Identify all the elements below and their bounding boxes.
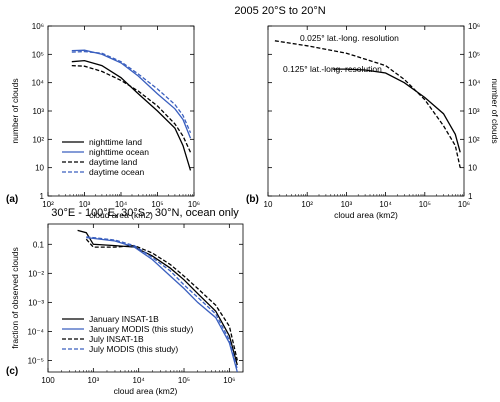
y-tick-label: 10² — [32, 135, 44, 144]
x-tick-label: 10⁶ — [223, 376, 235, 385]
plot-frame — [47, 223, 244, 373]
x-tick-label: 100 — [41, 376, 55, 385]
x-tick-label: 10⁵ — [151, 200, 163, 209]
y-tick-label: 1 — [40, 192, 45, 201]
series-line-daytime-land — [71, 64, 192, 153]
y-axis-label: number of clouds — [10, 78, 20, 143]
figure-title-top: 2005 20°S to 20°N — [234, 5, 325, 17]
x-tick-label: 10² — [301, 200, 313, 209]
x-tick-label: 10⁴ — [133, 376, 146, 385]
series-line-daytime-ocean — [71, 50, 192, 134]
legend-entry: July INSAT-1B — [89, 334, 144, 344]
x-tick-label: 10⁶ — [458, 200, 470, 209]
series-line-january-insat-1b — [77, 229, 238, 366]
series-label: 0.025° lat.-long. resolution — [300, 33, 399, 43]
x-tick-label: 10 — [264, 200, 273, 209]
x-tick-label: 10² — [42, 200, 54, 209]
y-tick-label: 10² — [468, 135, 480, 144]
x-tick-label: 10³ — [341, 200, 353, 209]
y-axis-label: fraction of observed clouds — [10, 247, 20, 349]
panel-label: (a) — [6, 194, 18, 205]
y-tick-label: 10⁻³ — [28, 298, 44, 307]
y-tick-label: 10⁻⁴ — [27, 327, 44, 336]
y-tick-label: 1 — [468, 192, 473, 201]
x-tick-label: 10⁶ — [188, 200, 200, 209]
panel-label: (b) — [246, 194, 259, 205]
x-tick-label: 10⁴ — [115, 200, 128, 209]
series-line-nighttime-land — [71, 59, 192, 171]
y-tick-label: 10⁵ — [32, 50, 44, 59]
x-axis-label: cloud area (km2) — [114, 386, 178, 396]
y-axis-label: number of clouds — [490, 78, 500, 143]
y-tick-label: 10³ — [32, 107, 44, 116]
series-line-0-125-lat-long-resolution — [332, 68, 461, 153]
panel-b: 10 10² 10³ 10⁴ 10⁵ 10⁶11010²10³10⁴10⁵10⁶cloud… — [246, 22, 500, 220]
y-tick-label: 10⁻² — [28, 269, 44, 278]
y-tick-label: 10⁴ — [468, 79, 481, 88]
x-tick-label: 10³ — [79, 200, 91, 209]
series-line-january-modis-this-study- — [86, 236, 238, 373]
x-tick-label: 10⁴ — [379, 200, 392, 209]
x-axis-label: cloud area (km2) — [89, 210, 153, 220]
legend-entry: daytime ocean — [89, 167, 145, 177]
series-line-july-insat-1b — [85, 238, 238, 361]
x-tick-label: 10⁵ — [178, 376, 190, 385]
y-tick-label: 10 — [468, 164, 477, 173]
y-tick-label: 0.1 — [33, 240, 45, 249]
panel-label: (c) — [6, 366, 18, 377]
x-tick-label: 10³ — [88, 376, 100, 385]
series-line-nighttime-ocean — [71, 49, 192, 139]
panel-a: 10² 10³ 10⁴ 10⁵ 10⁶ 1 10 10² 10³ 10⁴ 10⁵ 10⁶ cloud a… — [6, 22, 200, 220]
y-tick-label: 10⁵ — [468, 50, 480, 59]
y-tick-label: 10⁶ — [468, 22, 480, 31]
y-tick-label: 10⁶ — [32, 22, 44, 31]
legend-entry: nighttime ocean — [89, 147, 149, 157]
legend-entry: nighttime land — [89, 137, 142, 147]
x-tick-label: 10⁵ — [419, 200, 431, 209]
series-line-0-025-lat-long-resolution — [274, 40, 461, 168]
plot-frame — [267, 25, 465, 197]
legend-entry: July MODIS (this study) — [89, 344, 178, 354]
legend-entry: daytime land — [89, 157, 137, 167]
y-tick-label: 10³ — [468, 107, 480, 116]
figure-title-bottom: 30°E - 100°E, 30°S - 30°N, ocean only — [51, 207, 239, 219]
y-tick-label: 10⁻⁵ — [28, 356, 44, 365]
x-axis-label: cloud area (km2) — [334, 210, 398, 220]
y-tick-label: 10 — [35, 164, 44, 173]
y-tick-label: 10⁴ — [32, 79, 45, 88]
panel-c: 100 10³ 10⁴ 10⁵ 10⁶ 10⁻⁵ 10⁻⁴ 10⁻³ 10⁻² 0.1 cloud … — [6, 223, 244, 396]
legend-entry: January INSAT-1B — [89, 314, 159, 324]
series-label: 0.125° lat.-long. resolution — [283, 64, 382, 74]
legend-entry: January MODIS (this study) — [89, 324, 194, 334]
series-line-july-modis-this-study- — [86, 236, 238, 370]
